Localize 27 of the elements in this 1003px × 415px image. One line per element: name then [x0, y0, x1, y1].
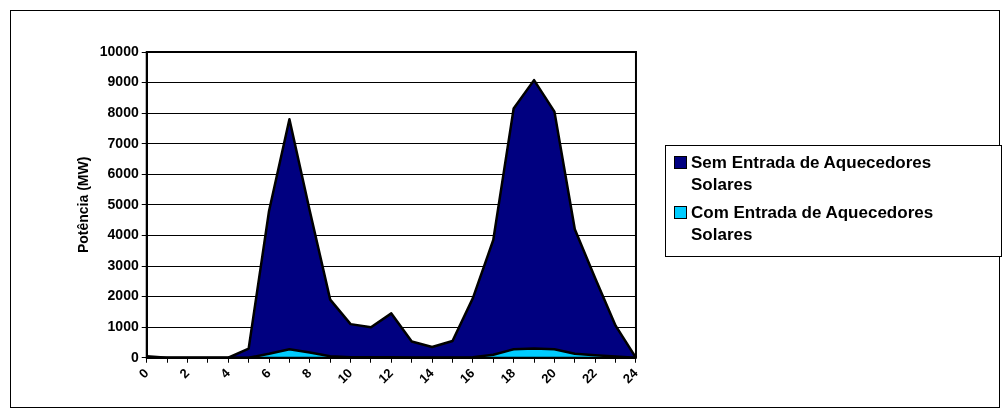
y-tick-label: 7000 [107, 134, 139, 151]
y-tick-label: 9000 [107, 73, 139, 90]
x-tick-label: 18 [497, 365, 519, 387]
x-tick-label: 10 [334, 365, 356, 387]
x-tick-label: 16 [456, 365, 478, 387]
x-tick-label: 4 [217, 364, 234, 382]
x-tick-label: 14 [415, 364, 438, 387]
y-tick-label: 5000 [107, 195, 139, 212]
y-axis-title: Potência (MW) [75, 156, 92, 254]
x-tick-label: 2 [176, 365, 193, 382]
legend-label: Sem Entrada de Aquecedores Solares [691, 152, 933, 196]
y-tick-label: 8000 [107, 104, 139, 121]
legend-label: Com Entrada de Aquecedores Solares [691, 202, 935, 246]
y-tick-label: 0 [130, 348, 139, 365]
y-tick-label: 3000 [107, 256, 139, 273]
y-tick-label: 10000 [99, 42, 139, 59]
x-tick-label: 20 [538, 365, 560, 387]
x-tick-label: 6 [257, 365, 274, 382]
x-tick-label: 8 [298, 365, 315, 382]
y-tick-label: 6000 [107, 165, 139, 182]
y-tick-label: 1000 [107, 318, 139, 335]
x-tick-label: 22 [579, 365, 600, 387]
x-tick-label: 24 [619, 364, 642, 387]
x-tick-label: 0 [135, 365, 152, 382]
y-tick-label: 4000 [107, 226, 139, 243]
y-tick-label: 2000 [107, 287, 139, 304]
x-tick-label: 12 [375, 365, 396, 387]
